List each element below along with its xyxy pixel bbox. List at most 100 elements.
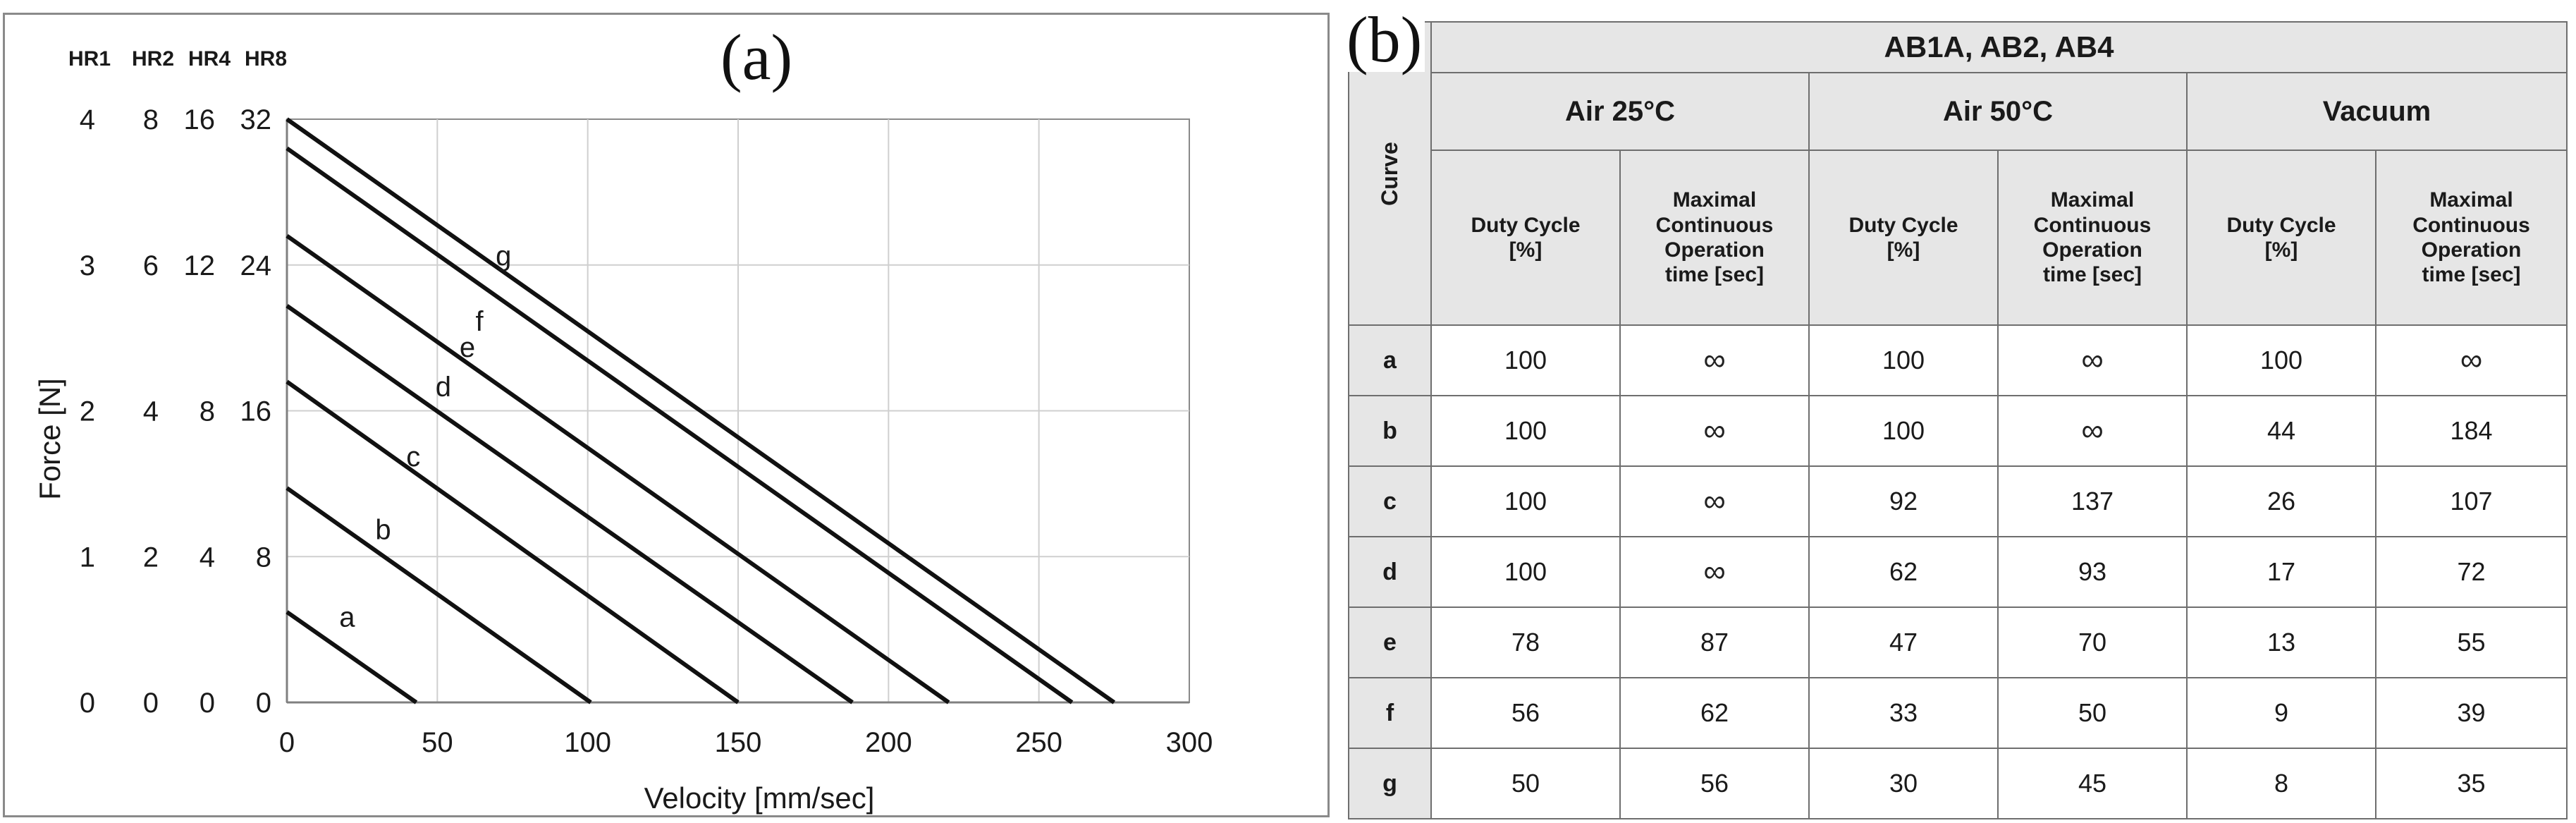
curve-header-text: Curve bbox=[1376, 141, 1402, 206]
value-cell: 87 bbox=[1619, 606, 1810, 678]
value-cell: 137 bbox=[1997, 465, 2188, 537]
value-cell: 56 bbox=[1619, 748, 1810, 819]
y-tick-label: 8 bbox=[256, 542, 271, 573]
value-cell: 100 bbox=[1808, 324, 1999, 396]
value-cell: 184 bbox=[2374, 395, 2568, 467]
value-cell: 72 bbox=[2374, 536, 2568, 608]
infinity-cell: ∞ bbox=[1619, 465, 1810, 537]
subheader-line: Operation bbox=[1664, 238, 1765, 262]
y-tick-label: 24 bbox=[240, 250, 272, 281]
x-tick-label: 300 bbox=[1166, 727, 1213, 758]
infinity-cell: ∞ bbox=[1997, 395, 2188, 467]
x-tick-label: 100 bbox=[564, 727, 611, 758]
value-cell: 100 bbox=[2186, 324, 2376, 396]
subheader-line: Duty Cycle bbox=[1848, 213, 1958, 237]
curve-annotation-label: b bbox=[375, 514, 391, 545]
y-tick-label: 0 bbox=[143, 688, 159, 719]
y-tick-label: 4 bbox=[200, 542, 215, 573]
group-header-row: Air 25°C Air 50°C Vacuum bbox=[1349, 72, 2568, 151]
y-tick-label: 2 bbox=[80, 396, 95, 427]
x-tick-label: 250 bbox=[1015, 727, 1062, 758]
subheader-line: Continuous bbox=[1655, 213, 1774, 237]
y-axis-header: HR2 bbox=[132, 47, 174, 71]
subheader-line: time [sec] bbox=[1664, 263, 1765, 287]
panel-b-table: Curve AB1A, AB2, AB4 Air 25°C Air 50°C Vacuu… bbox=[1344, 7, 2568, 819]
y-tick-label: 16 bbox=[184, 104, 216, 135]
subheader-line: Maximal bbox=[1672, 188, 1757, 212]
value-cell: 107 bbox=[2374, 465, 2568, 537]
value-cell: 47 bbox=[1808, 606, 1999, 678]
panel-a-label: (a) bbox=[720, 21, 793, 93]
subheader-line: Maximal bbox=[2429, 188, 2513, 212]
y-tick-label: 0 bbox=[200, 688, 215, 719]
y-tick-label: 32 bbox=[240, 104, 272, 135]
value-cell: 55 bbox=[2374, 606, 2568, 678]
table-title: AB1A, AB2, AB4 bbox=[1430, 21, 2568, 73]
subheader-line: [%] bbox=[1509, 238, 1542, 262]
value-cell: 13 bbox=[2186, 606, 2376, 678]
infinity-cell: ∞ bbox=[2374, 324, 2568, 396]
series-line-f bbox=[286, 146, 1074, 705]
subheader-row: Duty Cycle [%] Maximal Continuous Operation t… bbox=[1349, 150, 2568, 326]
infinity-cell: ∞ bbox=[1619, 324, 1810, 396]
y-tick-label: 4 bbox=[143, 396, 159, 427]
subheader-line: time [sec] bbox=[2042, 263, 2142, 287]
series-line-c bbox=[286, 379, 740, 705]
value-cell: 50 bbox=[1997, 677, 2188, 749]
y-tick-label: 0 bbox=[80, 688, 95, 719]
y-tick-label: 3 bbox=[80, 250, 95, 281]
duty-cycle-header: Duty Cycle [%] bbox=[1808, 150, 1999, 326]
value-cell: 33 bbox=[1808, 677, 1999, 749]
value-cell: 70 bbox=[1997, 606, 2188, 678]
x-tick-label: 50 bbox=[422, 727, 453, 758]
table-row: g 50 56 30 45 8 35 bbox=[1348, 748, 2568, 819]
y-axis-header: HR4 bbox=[188, 47, 231, 71]
y-axis-label: Force [N] bbox=[33, 378, 66, 500]
force-velocity-chart: 0 50 100 150 200 250 300HR101234HR202468HR4048… bbox=[33, 47, 1213, 815]
y-tick-label: 4 bbox=[80, 104, 95, 135]
table-row: c 100 ∞ 92 137 26 107 bbox=[1348, 465, 2568, 537]
value-cell: 100 bbox=[1808, 395, 1999, 467]
curve-label-cell: a bbox=[1348, 324, 1432, 396]
value-cell: 62 bbox=[1619, 677, 1810, 749]
subheader-line: Continuous bbox=[2033, 213, 2152, 237]
curve-annotation-label: a bbox=[339, 602, 355, 633]
panel-b-label: (b) bbox=[1344, 7, 1425, 72]
value-cell: 100 bbox=[1430, 536, 1621, 608]
y-tick-label: 1 bbox=[80, 542, 95, 573]
duty-cycle-table: Curve AB1A, AB2, AB4 Air 25°C Air 50°C Vacuu… bbox=[1348, 21, 2568, 819]
group-header: Air 50°C bbox=[1808, 72, 2188, 151]
value-cell: 26 bbox=[2186, 465, 2376, 537]
subheader-line: [%] bbox=[1887, 238, 1920, 262]
curve-label-cell: b bbox=[1348, 395, 1432, 467]
panel-a-chart: (a) 0 50 100 150 200 250 300 HR1 0 1 2 3 4 HR2 0 2 4 6 8 HR… bbox=[3, 13, 1330, 817]
subheader-line: Duty Cycle bbox=[2226, 213, 2336, 237]
subheader-line: [%] bbox=[2264, 238, 2298, 262]
x-axis-label: Velocity [mm/sec] bbox=[644, 781, 875, 815]
value-cell: 56 bbox=[1430, 677, 1621, 749]
max-operation-time-header: Maximal Continuous Operation time [sec] bbox=[2374, 150, 2568, 326]
x-tick-label: 0 bbox=[279, 727, 295, 758]
value-cell: 45 bbox=[1997, 748, 2188, 819]
y-axis-header: HR8 bbox=[245, 47, 287, 71]
value-cell: 8 bbox=[2186, 748, 2376, 819]
y-tick-label: 0 bbox=[256, 688, 271, 719]
table-row: e 78 87 47 70 13 55 bbox=[1348, 606, 2568, 678]
curve-annotation-label: e bbox=[460, 332, 475, 363]
max-operation-time-header: Maximal Continuous Operation time [sec] bbox=[1619, 150, 1810, 326]
y-tick-label: 12 bbox=[184, 250, 216, 281]
value-cell: 39 bbox=[2374, 677, 2568, 749]
y-tick-label: 8 bbox=[143, 104, 159, 135]
value-cell: 35 bbox=[2374, 748, 2568, 819]
value-cell: 62 bbox=[1808, 536, 1999, 608]
subheader-line: Duty Cycle bbox=[1471, 213, 1581, 237]
duty-cycle-header: Duty Cycle [%] bbox=[1430, 150, 1621, 326]
group-header: Vacuum bbox=[2185, 72, 2568, 151]
y-tick-label: 16 bbox=[240, 396, 272, 427]
value-cell: 93 bbox=[1997, 536, 2188, 608]
curve-annotation-label: g bbox=[496, 240, 511, 272]
x-tick-label: 150 bbox=[715, 727, 762, 758]
x-tick-label: 200 bbox=[865, 727, 912, 758]
series-line-g bbox=[286, 117, 1116, 705]
subheader-line: time [sec] bbox=[2422, 263, 2521, 287]
